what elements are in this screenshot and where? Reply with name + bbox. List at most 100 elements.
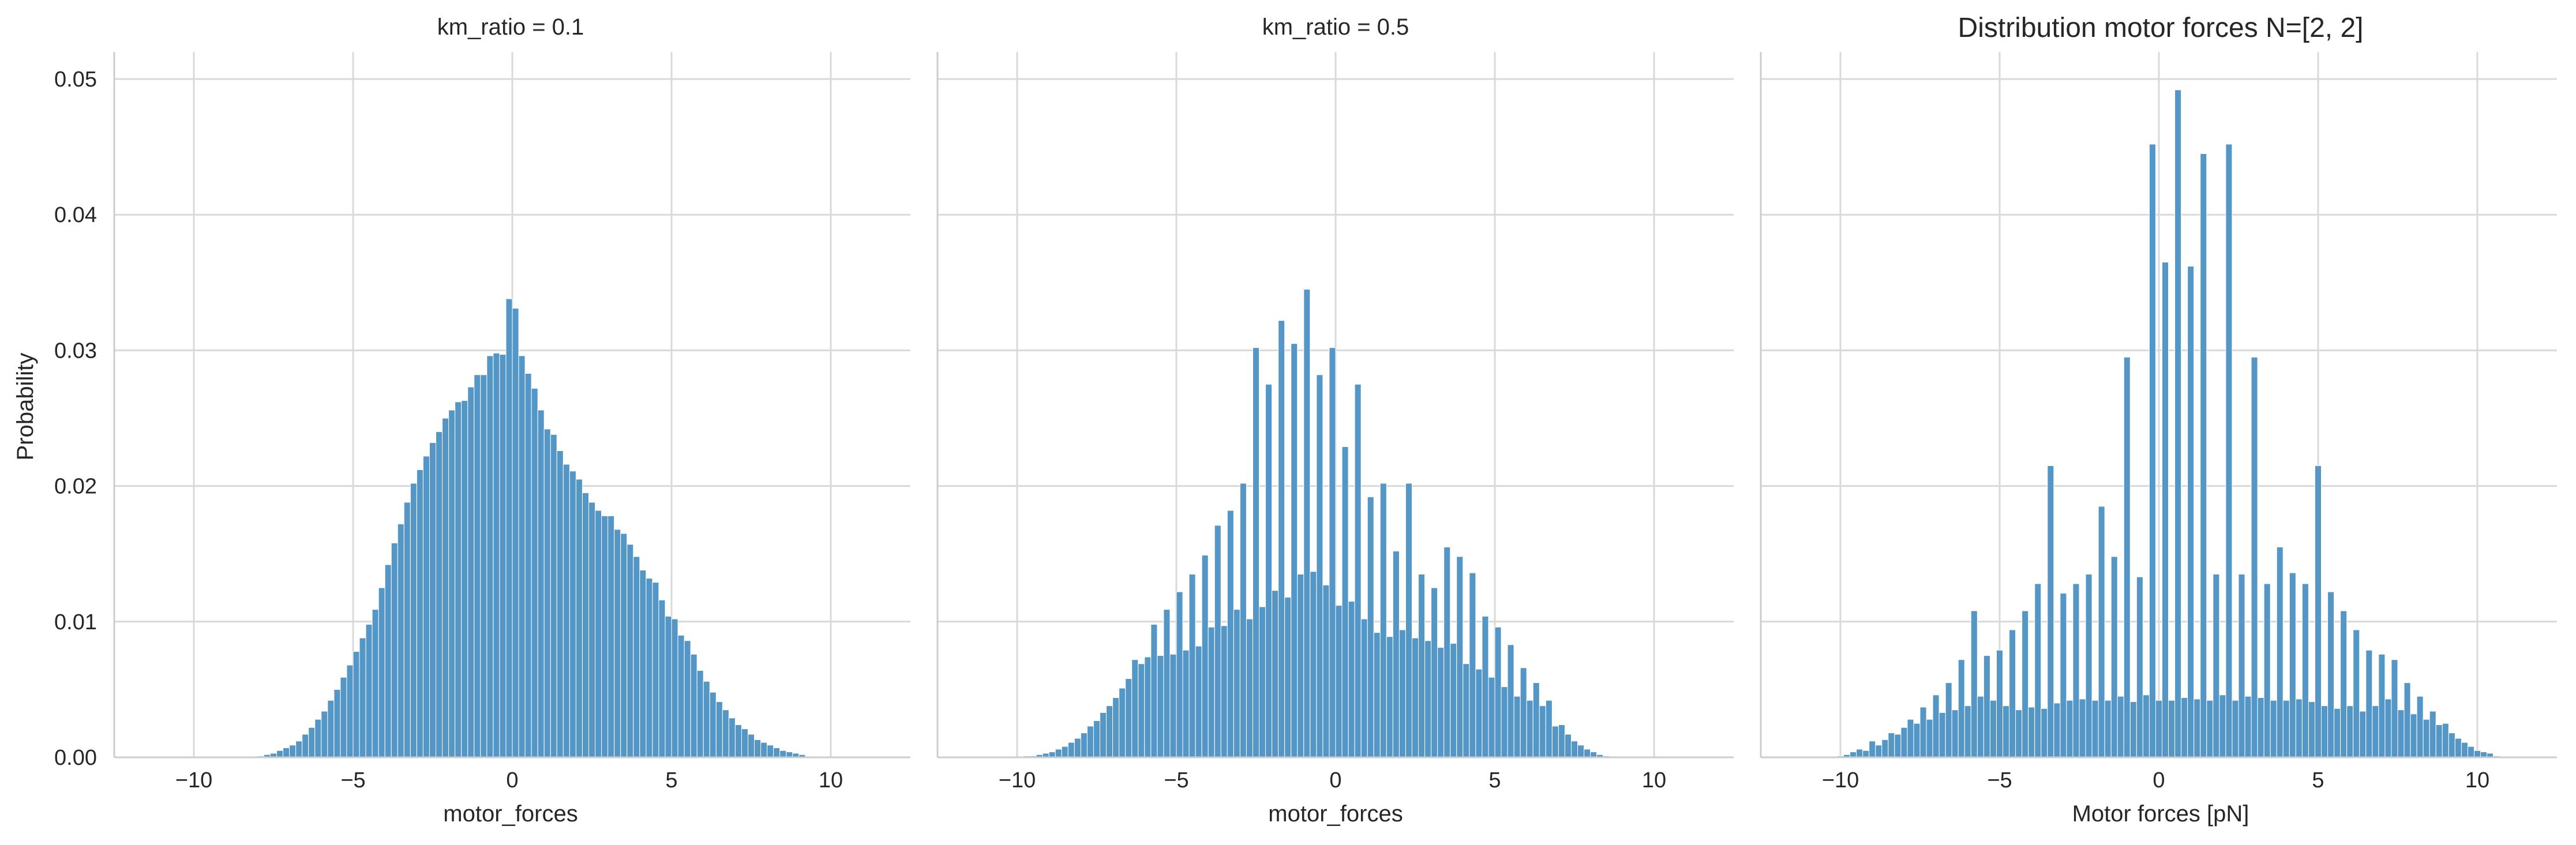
histogram-bar <box>2206 700 2214 758</box>
histogram-bar <box>1450 643 1457 758</box>
x-tick-label: −5 <box>1987 768 2012 793</box>
histogram-bar <box>627 544 634 758</box>
histogram-bar <box>2200 153 2207 758</box>
histogram-bar <box>1894 734 1902 758</box>
histogram-bar <box>276 750 284 758</box>
histogram-bar <box>1532 682 1540 758</box>
histogram-bar <box>1507 644 1514 758</box>
histogram-bar <box>1862 750 1870 758</box>
histogram-bar <box>2104 700 2112 758</box>
histogram-bar <box>1469 572 1476 758</box>
histogram-bar <box>2334 708 2341 758</box>
histogram-bar <box>1265 384 1273 758</box>
histogram-bar <box>767 745 774 758</box>
x-tick-label: −10 <box>175 768 212 793</box>
histogram-bar <box>1431 587 1438 758</box>
histogram-bar <box>2429 711 2436 758</box>
axis-spines <box>1760 52 2557 758</box>
histogram-bar <box>1316 374 1323 758</box>
histogram-bar <box>2015 709 2023 758</box>
histogram-bar <box>2022 610 2029 758</box>
histogram-bar <box>1545 700 1553 758</box>
histogram-bar <box>1945 682 1952 758</box>
histogram-bar <box>1437 647 1445 758</box>
histogram-bar <box>1932 694 1940 758</box>
histogram-bar <box>2314 465 2322 758</box>
histogram-bar <box>2308 701 2315 758</box>
histogram-bar <box>1919 707 1927 758</box>
histogram-bar <box>1570 741 1578 758</box>
x-tick-label: −10 <box>999 768 1036 793</box>
histogram-bar <box>2340 610 2348 758</box>
histogram-bar <box>2263 583 2271 758</box>
histogram-bar <box>1856 749 1863 758</box>
histogram-bar <box>2028 707 2035 758</box>
histogram-bar <box>569 471 576 758</box>
histogram-bar <box>1964 705 1971 758</box>
facet-title: km_ratio = 0.1 <box>437 14 584 40</box>
histogram-bar <box>1463 663 1470 758</box>
histogram-bar <box>283 748 290 758</box>
histogram-bar <box>518 355 526 758</box>
histogram-bar <box>2448 733 2455 758</box>
histogram-bar <box>455 401 462 758</box>
histogram-bar <box>665 615 672 758</box>
y-tick-label: 0.00 <box>54 746 97 770</box>
histogram-bar <box>1138 663 1145 758</box>
histogram-bar <box>340 677 347 758</box>
histogram-bar <box>1564 734 1572 758</box>
facet-title: km_ratio = 0.5 <box>1262 14 1409 40</box>
histogram-bar <box>2384 698 2392 758</box>
histogram-bar <box>2461 742 2468 758</box>
histogram-bar <box>1322 584 1330 758</box>
histogram-bar <box>1539 705 1546 758</box>
histogram-bar <box>1329 347 1336 758</box>
histogram-bar <box>2003 705 2010 758</box>
histogram-bar <box>754 739 762 758</box>
histogram-bar <box>1482 615 1489 758</box>
histogram-bar <box>1291 343 1298 758</box>
histogram-bar <box>384 564 392 758</box>
histogram-bar <box>1907 719 1914 758</box>
histogram-bar <box>1475 669 1483 758</box>
histogram-bar <box>1239 483 1247 758</box>
histogram-bar <box>359 637 366 758</box>
histogram-bar <box>1888 733 1895 758</box>
histogram-bar <box>442 418 449 758</box>
histogram-bar <box>2365 649 2373 758</box>
histogram-bar <box>295 741 303 758</box>
histogram-bar <box>1926 719 1933 758</box>
histogram-bar <box>2257 697 2264 758</box>
histogram-bar <box>422 456 430 758</box>
histogram-bar <box>2276 546 2283 758</box>
histogram-bar <box>429 442 437 758</box>
histogram-bar <box>2435 724 2443 758</box>
histogram-bar <box>703 681 710 758</box>
histogram-bar <box>1951 709 1959 758</box>
x-tick-label: −5 <box>340 768 365 793</box>
histogram-bar <box>582 492 589 758</box>
histogram-bar <box>2174 89 2182 758</box>
histogram-bar <box>1061 746 1068 758</box>
histogram-bar <box>1875 745 1883 758</box>
histogram-bar <box>715 701 723 758</box>
histogram-bar <box>779 750 787 758</box>
x-tick-label: −5 <box>1164 768 1188 793</box>
histogram-bar <box>1456 556 1464 758</box>
histogram-bar <box>365 624 373 758</box>
histogram-bar <box>2359 711 2367 758</box>
histogram-bar <box>1392 551 1400 758</box>
histogram-bar <box>467 386 475 758</box>
x-axis-label: motor_forces <box>443 801 578 827</box>
histogram-bar <box>2213 573 2220 758</box>
histogram-bar <box>741 728 748 758</box>
histogram-bars <box>1023 289 1610 758</box>
histogram-bar <box>480 374 488 758</box>
y-tick-labels: 0.00 0.01 0.02 0.03 0.04 0.05 <box>54 67 97 770</box>
histogram-bar <box>1259 606 1266 758</box>
y-tick-label: 0.03 <box>54 339 97 363</box>
histogram-bar <box>1150 624 1158 758</box>
histogram-bar <box>1093 720 1101 758</box>
x-tick-label: 0 <box>1329 768 1341 793</box>
